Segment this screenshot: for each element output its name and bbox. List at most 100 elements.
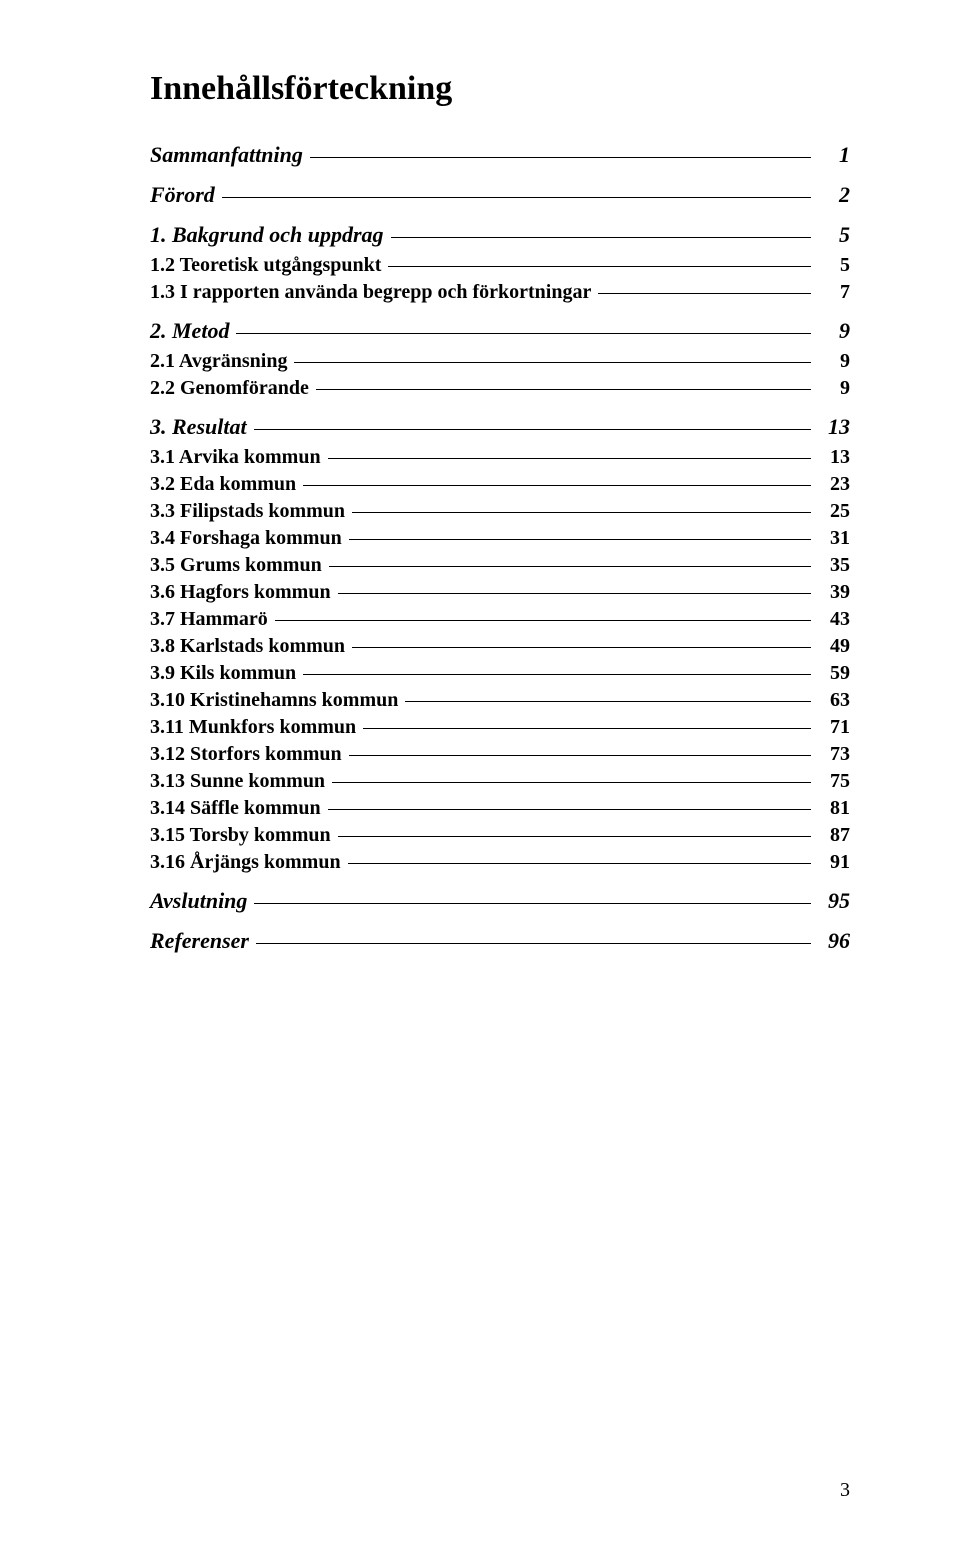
toc-entry-label: 3.7 Hammarö <box>150 608 272 631</box>
toc-entry-label: 3.8 Karlstads kommun <box>150 635 349 658</box>
toc-entry-page: 59 <box>814 662 850 685</box>
toc-leader-line <box>338 835 811 837</box>
toc-entry-page: 49 <box>814 635 850 658</box>
toc-entry-label: 3. Resultat <box>150 414 251 440</box>
toc-entry-page: 95 <box>814 888 850 914</box>
toc-entry: 3.12 Storfors kommun 73 <box>150 743 850 766</box>
toc-entry-label: 3.14 Säffle kommun <box>150 797 325 820</box>
toc-entry-label: 3.10 Kristinehamns kommun <box>150 689 402 712</box>
toc-leader-line <box>222 196 811 198</box>
toc-entry-page: 13 <box>814 414 850 440</box>
toc-leader-line <box>332 781 811 783</box>
page-number: 3 <box>840 1479 850 1502</box>
toc-entry-page: 5 <box>814 222 850 248</box>
toc-entry-label: 3.4 Forshaga kommun <box>150 527 346 550</box>
toc-entry: Sammanfattning 1 <box>150 142 850 168</box>
toc-leader-line <box>254 428 811 430</box>
toc-leader-line <box>388 265 811 267</box>
toc-entry-label: 1.3 I rapporten använda begrepp och förk… <box>150 281 595 304</box>
toc-leader-line <box>338 592 811 594</box>
toc-entry: 3.8 Karlstads kommun 49 <box>150 635 850 658</box>
toc-entry: 3.9 Kils kommun 59 <box>150 662 850 685</box>
toc-entry: 3.14 Säffle kommun81 <box>150 797 850 820</box>
toc-leader-line <box>328 808 811 810</box>
toc-leader-line <box>254 902 811 904</box>
toc-entry-page: 2 <box>814 182 850 208</box>
toc-entry: 3.7 Hammarö 43 <box>150 608 850 631</box>
toc-entry: 3.4 Forshaga kommun 31 <box>150 527 850 550</box>
toc-entry-label: 3.15 Torsby kommun <box>150 824 335 847</box>
toc-leader-line <box>391 236 811 238</box>
toc-leader-line <box>256 942 811 944</box>
toc-entry: Förord2 <box>150 182 850 208</box>
toc-entry-label: Sammanfattning <box>150 142 307 168</box>
toc-leader-line <box>352 511 811 513</box>
toc-entry-label: 1.2 Teoretisk utgångspunkt <box>150 254 385 277</box>
toc-leader-line <box>275 619 811 621</box>
toc-entry: 2. Metod9 <box>150 318 850 344</box>
toc-leader-line <box>352 646 811 648</box>
toc-entry-page: 13 <box>814 446 850 469</box>
toc-entry: 3.5 Grums kommun 35 <box>150 554 850 577</box>
toc-leader-line <box>294 361 811 363</box>
toc-leader-line <box>329 565 811 567</box>
toc-entry-label: 3.11 Munkfors kommun <box>150 716 360 739</box>
toc-entry: 3.15 Torsby kommun 87 <box>150 824 850 847</box>
toc-entry-page: 35 <box>814 554 850 577</box>
toc-entry: 3.6 Hagfors kommun 39 <box>150 581 850 604</box>
toc-entry-label: Avslutning <box>150 888 251 914</box>
toc-entry-label: 3.12 Storfors kommun <box>150 743 346 766</box>
toc-entry: 3.10 Kristinehamns kommun 63 <box>150 689 850 712</box>
toc-entry: 3.3 Filipstads kommun 25 <box>150 500 850 523</box>
toc-leader-line <box>328 457 811 459</box>
toc-entry-page: 39 <box>814 581 850 604</box>
toc-entry-label: Referenser <box>150 928 253 954</box>
toc-entry-page: 25 <box>814 500 850 523</box>
toc-entry-label: 3.16 Årjängs kommun <box>150 851 345 874</box>
table-of-contents: Sammanfattning 1 Förord2 1. Bakgrund och up… <box>150 142 850 954</box>
toc-leader-line <box>316 388 811 390</box>
toc-entry-page: 1 <box>814 142 850 168</box>
toc-entry: 1.2 Teoretisk utgångspunkt 5 <box>150 254 850 277</box>
toc-entry: 3.13 Sunne kommun 75 <box>150 770 850 793</box>
toc-entry: 1.3 I rapporten använda begrepp och förk… <box>150 281 850 304</box>
toc-entry-page: 9 <box>814 350 850 373</box>
toc-entry-label: 3.9 Kils kommun <box>150 662 300 685</box>
toc-leader-line <box>303 484 811 486</box>
toc-entry-page: 96 <box>814 928 850 954</box>
toc-entry-label: 3.5 Grums kommun <box>150 554 326 577</box>
toc-entry-page: 5 <box>814 254 850 277</box>
toc-entry: 3.2 Eda kommun23 <box>150 473 850 496</box>
page-title: Innehållsförteckning <box>150 70 850 108</box>
toc-leader-line <box>363 727 811 729</box>
toc-entry: 2.1 Avgränsning9 <box>150 350 850 373</box>
toc-entry-label: 3.1 Arvika kommun <box>150 446 325 469</box>
toc-entry-label: 3.13 Sunne kommun <box>150 770 329 793</box>
toc-entry-page: 91 <box>814 851 850 874</box>
toc-entry-label: 2. Metod <box>150 318 233 344</box>
toc-entry-page: 31 <box>814 527 850 550</box>
toc-entry-page: 7 <box>814 281 850 304</box>
toc-entry-page: 9 <box>814 377 850 400</box>
toc-entry: 1. Bakgrund och uppdrag 5 <box>150 222 850 248</box>
toc-entry: Avslutning 95 <box>150 888 850 914</box>
toc-entry-page: 87 <box>814 824 850 847</box>
toc-entry-label: 1. Bakgrund och uppdrag <box>150 222 388 248</box>
toc-entry-label: 3.3 Filipstads kommun <box>150 500 349 523</box>
toc-entry: 3.1 Arvika kommun 13 <box>150 446 850 469</box>
toc-entry: 2.2 Genomförande 9 <box>150 377 850 400</box>
toc-entry-page: 43 <box>814 608 850 631</box>
toc-entry-page: 23 <box>814 473 850 496</box>
toc-leader-line <box>303 673 811 675</box>
toc-entry-label: 2.2 Genomförande <box>150 377 313 400</box>
toc-entry: 3. Resultat 13 <box>150 414 850 440</box>
document-page: Innehållsförteckning Sammanfattning 1 Föro… <box>0 0 960 1552</box>
toc-leader-line <box>598 292 811 294</box>
toc-entry: 3.16 Årjängs kommun 91 <box>150 851 850 874</box>
toc-leader-line <box>310 156 811 158</box>
toc-entry: Referenser 96 <box>150 928 850 954</box>
toc-entry-page: 63 <box>814 689 850 712</box>
toc-entry-page: 75 <box>814 770 850 793</box>
toc-entry-label: 3.6 Hagfors kommun <box>150 581 335 604</box>
toc-entry-page: 73 <box>814 743 850 766</box>
